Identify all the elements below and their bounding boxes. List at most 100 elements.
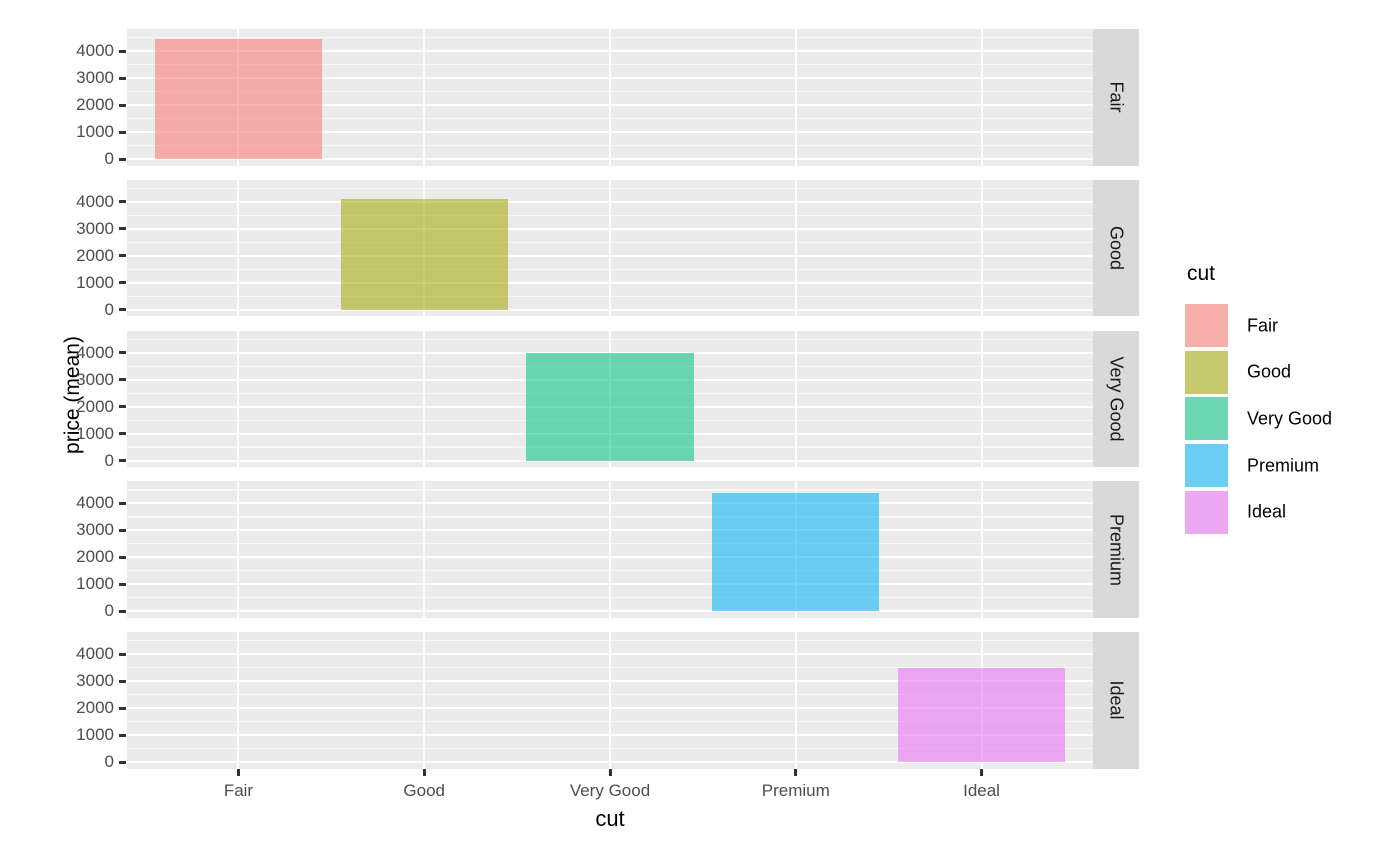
gridline-major-v (237, 632, 240, 769)
y-tick-mark (119, 652, 126, 656)
y-tick-mark (119, 378, 126, 382)
gridline-major-v (794, 330, 797, 467)
facet-row: 0 1000 2000 3000 4000 Ideal (0, 632, 1400, 771)
facet-panel (127, 632, 1093, 769)
x-tick-mark (422, 768, 426, 776)
facet-strip: Ideal (1093, 632, 1139, 769)
y-tick-mark (119, 200, 126, 204)
legend-key-swatch (1185, 444, 1228, 488)
y-tick-mark (119, 501, 126, 505)
x-tick-mark (608, 768, 612, 776)
legend-label: Ideal (1247, 501, 1287, 522)
gridline-major-v (794, 632, 797, 769)
legend-key (1185, 397, 1228, 441)
facet-row: 0 1000 2000 3000 4000 Good (0, 179, 1400, 319)
y-tick-label: 1000 (76, 423, 114, 443)
gridline-major-v (423, 632, 426, 769)
legend-key-swatch (1185, 397, 1228, 441)
facet-panel (127, 29, 1093, 166)
y-tick-label: 2000 (76, 245, 114, 265)
legend-item: Ideal (1185, 490, 1365, 534)
gridline-major-v (980, 179, 983, 317)
strip-label: Premium (1106, 513, 1127, 586)
y-tick-mark (119, 130, 126, 134)
y-tick-mark (119, 351, 126, 355)
y-tick-label: 2000 (76, 698, 114, 718)
y-tick-label: 4000 (76, 41, 114, 61)
gridline-major-v (609, 179, 611, 317)
x-axis-title: cut (595, 806, 625, 831)
y-tick-mark (119, 459, 126, 463)
y-tick-mark (119, 281, 126, 285)
bar-ideal (897, 667, 1066, 763)
legend-label: Good (1247, 361, 1292, 382)
x-tick-mark (980, 768, 984, 776)
legend-key-swatch (1185, 350, 1228, 394)
gridline-major-v (794, 179, 797, 317)
legend-label: Premium (1247, 455, 1320, 476)
strip-label: Good (1106, 225, 1127, 271)
bar-very-good (526, 352, 694, 461)
x-tick-mark (794, 768, 798, 776)
x-tick-label: Very Good (569, 780, 651, 800)
y-tick-mark (119, 308, 126, 312)
gridline-major-v (423, 330, 426, 467)
y-tick-label: 1000 (76, 725, 114, 745)
strip-label: Fair (1106, 81, 1127, 113)
y-tick-mark (119, 254, 126, 258)
x-tick-mark (236, 768, 240, 776)
y-tick-mark (119, 405, 126, 409)
y-tick-mark (119, 227, 126, 231)
legend-title: cut (1187, 262, 1216, 285)
y-tick-mark (119, 432, 126, 436)
legend-label: Very Good (1247, 408, 1333, 429)
facet-row: 0 1000 2000 3000 4000 Fair (0, 29, 1400, 169)
y-tick-label: 3000 (76, 520, 114, 540)
legend-item: Very Good (1185, 397, 1365, 441)
strip-label: Very Good (1106, 356, 1127, 442)
bar-good (340, 199, 508, 310)
gridline-major-v (423, 29, 426, 166)
legend-key-swatch (1185, 304, 1228, 347)
y-tick-mark (119, 528, 126, 532)
gridline-major-v (609, 481, 611, 618)
x-tick-label: Premium (761, 780, 830, 800)
strip-label: Ideal (1106, 680, 1127, 720)
facet-row: 0 1000 2000 3000 4000 Very Good (0, 330, 1400, 469)
y-tick-mark (119, 555, 126, 559)
gridline-major-v (237, 330, 240, 467)
facet-strip: Premium (1093, 481, 1139, 618)
legend-key (1185, 304, 1228, 347)
legend-item: Premium (1185, 444, 1365, 488)
y-tick-label: 4000 (76, 191, 114, 211)
facet-strip: Good (1093, 179, 1139, 317)
y-tick-mark (119, 760, 126, 764)
y-tick-label: 0 (104, 299, 114, 319)
x-tick-label: Ideal (963, 780, 1000, 800)
gridline-major-v (980, 481, 983, 618)
gridline-major-v (423, 481, 426, 618)
y-tick-label: 4000 (76, 644, 114, 664)
gridline-major-v (980, 330, 983, 467)
y-tick-mark (119, 49, 126, 53)
legend-key (1185, 490, 1228, 534)
gridline-major-v (237, 179, 240, 317)
legend-key-swatch (1185, 490, 1228, 534)
y-tick-label: 2000 (76, 95, 114, 115)
y-tick-label: 1000 (76, 272, 114, 292)
y-tick-label: 2000 (76, 396, 114, 416)
y-tick-label: 3000 (76, 671, 114, 691)
facet-strip: Very Good (1093, 330, 1139, 467)
y-tick-label: 1000 (76, 574, 114, 594)
gridline-major-v (237, 481, 240, 618)
gridline-major-v (609, 632, 611, 769)
bar-fair (154, 39, 323, 160)
facet-panel (127, 330, 1093, 467)
y-tick-mark (119, 157, 126, 161)
y-tick-mark (119, 76, 126, 80)
y-tick-label: 2000 (76, 547, 114, 567)
facet-panel (127, 481, 1093, 618)
y-tick-mark (119, 582, 126, 586)
y-tick-label: 1000 (76, 122, 114, 142)
y-tick-label: 0 (104, 149, 114, 169)
